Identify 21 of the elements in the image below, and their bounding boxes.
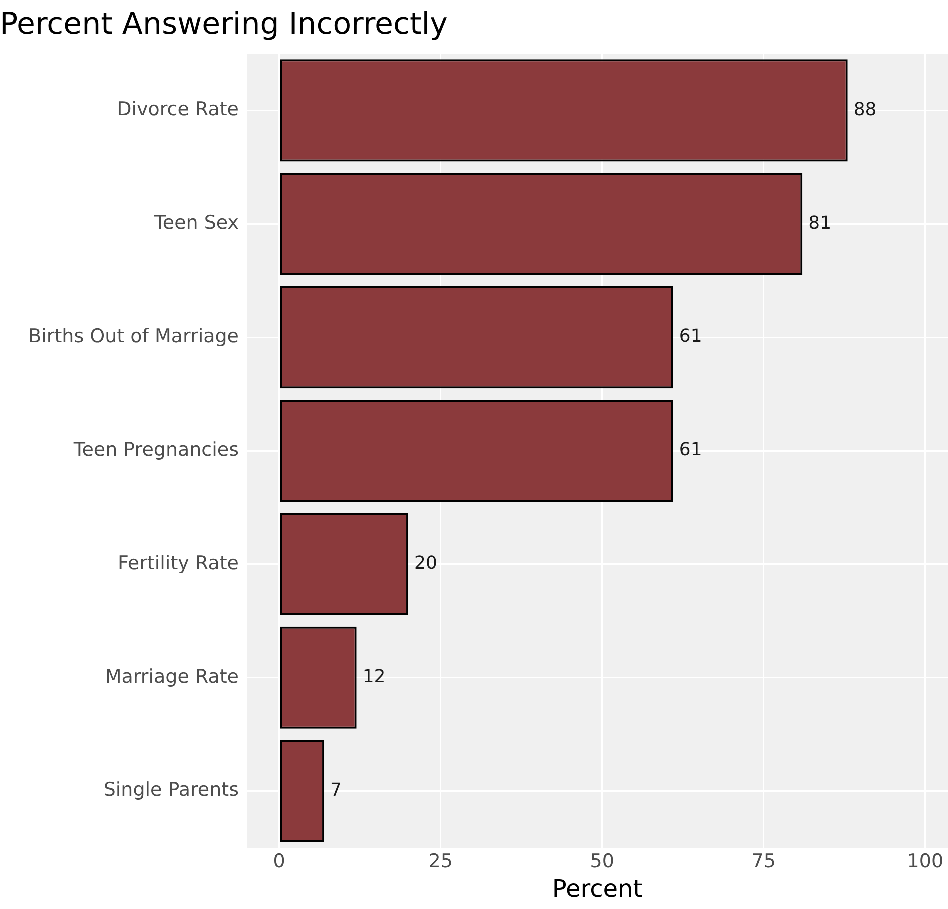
data-label: 61 (679, 326, 702, 348)
data-label: 88 (854, 99, 877, 120)
x-tick-label: 50 (590, 850, 614, 872)
y-tick-label: Fertility Rate (118, 552, 239, 574)
y-tick-label: Teen Sex (154, 212, 239, 234)
x-tick-label: 25 (428, 850, 453, 872)
data-label: 7 (330, 780, 342, 801)
data-label: 61 (679, 440, 702, 461)
y-tick-label: Divorce Rate (117, 98, 239, 121)
data-label: 20 (414, 553, 438, 574)
y-tick-label: Marriage Rate (105, 666, 239, 688)
x-tick-label: 100 (907, 850, 944, 872)
x-tick-label: 0 (273, 850, 286, 872)
y-tick-label: Births Out of Marriage (28, 326, 239, 348)
chart-title: Percent Answering Incorrectly (0, 6, 448, 42)
y-tick-label: Teen Pregnancies (72, 438, 239, 461)
x-axis-title: Percent (552, 874, 643, 903)
x-tick-label: 75 (752, 850, 776, 872)
y-tick-label: Single Parents (104, 779, 239, 802)
data-label: 81 (808, 212, 832, 234)
data-label: 12 (362, 666, 386, 688)
